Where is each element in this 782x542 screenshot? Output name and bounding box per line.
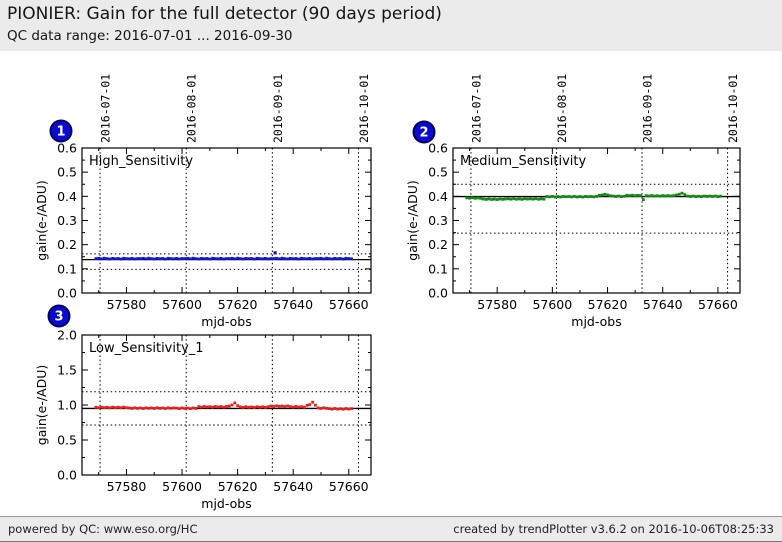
y-tick-label: 0.6 [428, 141, 448, 156]
date-tick-label: 2016-09-01 [271, 74, 285, 143]
axis-ticks [82, 147, 371, 294]
y-tick-label: 0.5 [428, 165, 448, 180]
data-points [94, 251, 353, 261]
y-tick-label: 0.3 [428, 213, 448, 228]
x-tick-label: 57620 [218, 297, 258, 312]
page-title: PIONIER: Gain for the full detector (90 … [7, 4, 442, 24]
x-tick-label: 57640 [273, 479, 313, 494]
axis-ticks [453, 147, 740, 294]
x-axis-label: mjd-obs [571, 314, 621, 329]
y-axis-label: gain(e-/ADU) [34, 365, 49, 445]
y-tick-label: 0.0 [428, 286, 448, 301]
plot-frame [81, 147, 372, 294]
page-footer: powered by QC: www.eso.org/HC created by… [0, 516, 782, 542]
plot-medium_sensitivity[interactable]: 2016-07-01 2016-08-01 2016-09-01 2016-10-01… [405, 74, 741, 329]
y-tick-label: 0.0 [57, 468, 77, 483]
x-tick-label: 57580 [107, 479, 147, 494]
y-axis-label: gain(e-/ADU) [34, 180, 49, 260]
y-tick-label: 1.0 [57, 398, 77, 413]
y-tick-label: 1.5 [57, 363, 77, 378]
y-tick-label: 0.2 [57, 237, 77, 252]
x-tick-label: 57660 [329, 479, 369, 494]
date-tick-label: 2016-07-01 [99, 74, 113, 143]
x-tick-label: 57640 [643, 297, 683, 312]
x-tick-label: 57580 [107, 297, 147, 312]
plot-badge-2[interactable]: 2 [412, 120, 436, 144]
y-tick-label: 0.3 [57, 213, 77, 228]
data-points [94, 400, 353, 411]
y-tick-label: 2.0 [57, 328, 77, 343]
date-tick-label: 2016-10-01 [726, 74, 740, 143]
x-tick-label: 57660 [329, 297, 369, 312]
x-tick-label: 57620 [588, 297, 628, 312]
y-tick-label: 0.1 [428, 261, 448, 276]
y-axis-label: gain(e-/ADU) [405, 180, 420, 260]
x-tick-label: 57660 [698, 297, 738, 312]
x-tick-label: 57580 [477, 297, 517, 312]
x-axis-label: mjd-obs [201, 314, 251, 329]
footer-created-by: created by trendPlotter v3.6.2 on 2016-1… [453, 522, 774, 536]
y-tick-label: 0.4 [428, 189, 448, 204]
footer-qc-link[interactable]: powered by QC: www.eso.org/HC [8, 522, 198, 536]
plot-badge-number: 1 [56, 125, 65, 140]
date-tick-label: 2016-10-01 [357, 74, 371, 143]
plot-badge-1[interactable]: 1 [49, 119, 73, 143]
y-tick-label: 0.2 [428, 237, 448, 252]
y-tick-label: 0.5 [57, 165, 77, 180]
y-tick-label: 0.1 [57, 261, 77, 276]
x-axis-label: mjd-obs [201, 496, 251, 511]
x-tick-label: 57600 [162, 297, 202, 312]
x-tick-label: 57600 [162, 479, 202, 494]
data-points [465, 191, 723, 202]
date-tick-label: 2016-08-01 [555, 74, 569, 143]
plot-low_sensitivity_1[interactable]: 57580 57600 57620 57640 57660 0.0 0.5 1.0 1.5 2.0… [34, 328, 372, 512]
qc-data-range: QC data range: 2016-07-01 ... 2016-09-30 [7, 28, 293, 44]
date-tick-label: 2016-08-01 [185, 74, 199, 143]
page-header: PIONIER: Gain for the full detector (90 … [0, 0, 782, 51]
date-tick-label: 2016-09-01 [641, 74, 655, 143]
x-tick-label: 57640 [273, 297, 313, 312]
plot-high_sensitivity[interactable]: 2016-07-01 2016-08-01 2016-09-01 2016-10-01… [34, 74, 372, 329]
y-tick-label: 0.0 [57, 286, 77, 301]
series-title-label: Medium_Sensitivity [460, 154, 586, 169]
plot-frame [452, 147, 741, 294]
series-title-label: High_Sensitivity [89, 154, 193, 169]
plot-badge-3[interactable]: 3 [47, 304, 71, 328]
plot-badge-number: 2 [419, 126, 428, 141]
series-title-label: Low_Sensitivity_1 [89, 341, 204, 356]
y-tick-label: 0.6 [57, 141, 77, 156]
x-tick-label: 57600 [532, 297, 572, 312]
date-tick-label: 2016-07-01 [469, 74, 483, 143]
axis-ticks [82, 334, 371, 476]
y-tick-label: 0.4 [57, 189, 77, 204]
y-tick-label: 0.5 [57, 433, 77, 448]
plot-frame [81, 334, 372, 476]
gain-trend-plots: 2016-07-01 2016-08-01 2016-09-01 2016-10-01… [34, 74, 741, 512]
x-tick-label: 57620 [218, 479, 258, 494]
plot-badge-number: 3 [54, 310, 63, 325]
